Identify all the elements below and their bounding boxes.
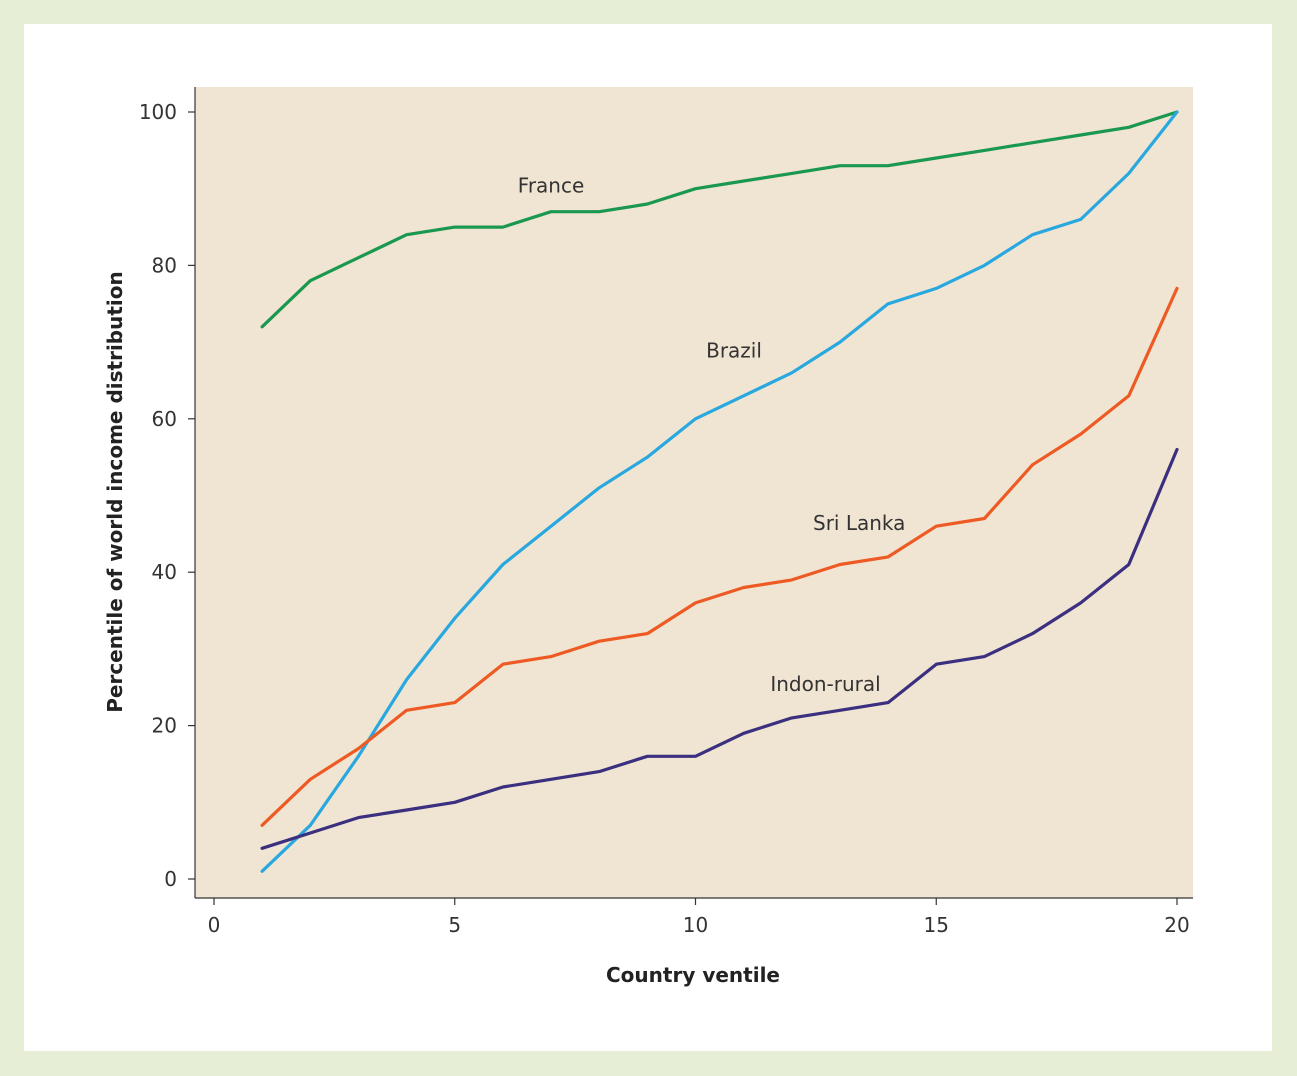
x-tick-label: 15 bbox=[924, 913, 949, 937]
plot-area bbox=[195, 87, 1193, 898]
x-tick-label: 5 bbox=[448, 913, 461, 937]
x-tick-label: 10 bbox=[683, 913, 708, 937]
series-line-sri-lanka bbox=[260, 286, 1179, 827]
axes: 0 20 40 60 80 100 0 5 10 15 20 bbox=[139, 87, 1193, 937]
y-tick-label: 80 bbox=[152, 253, 177, 277]
y-tick-label: 20 bbox=[152, 714, 177, 738]
x-axis-title: Country ventile bbox=[606, 963, 780, 987]
x-tick-label: 0 bbox=[208, 913, 221, 937]
series-line-brazil bbox=[260, 110, 1179, 873]
y-tick-label: 100 bbox=[139, 100, 177, 124]
y-tick-label: 40 bbox=[152, 560, 177, 584]
x-tick-label: 20 bbox=[1164, 913, 1189, 937]
series-labels: France Brazil Sri Lanka Indon-rural bbox=[518, 174, 906, 697]
y-tick-label: 60 bbox=[152, 407, 177, 431]
series-label-indon-rural: Indon-rural bbox=[770, 672, 880, 696]
series-line-indon-rural bbox=[260, 447, 1179, 850]
series-label-france: France bbox=[518, 174, 585, 198]
series-label-sri-lanka: Sri Lanka bbox=[813, 511, 905, 535]
series-lines bbox=[260, 110, 1179, 873]
y-axis-title: Percentile of world income distribution bbox=[103, 271, 127, 713]
series-line-france bbox=[260, 110, 1179, 329]
series-label-brazil: Brazil bbox=[706, 338, 762, 362]
y-tick-label: 0 bbox=[164, 867, 177, 891]
